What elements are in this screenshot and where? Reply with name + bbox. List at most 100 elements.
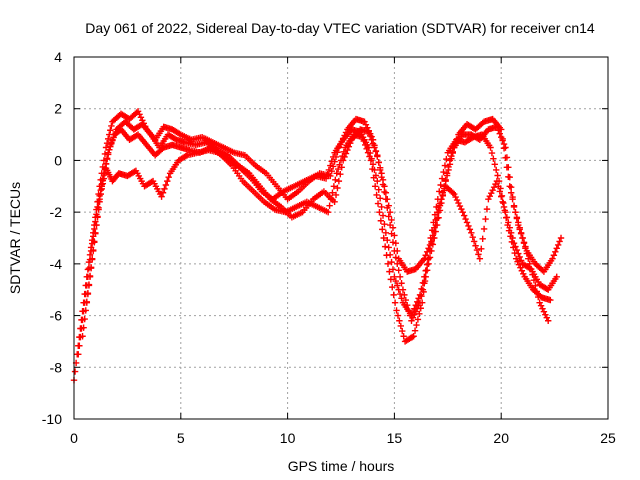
data-point xyxy=(394,260,401,268)
data-point xyxy=(507,189,515,196)
data-point xyxy=(86,273,94,280)
x-tick-label: 20 xyxy=(493,430,509,446)
data-point xyxy=(436,188,443,195)
data-point xyxy=(495,127,502,134)
data-point xyxy=(171,135,179,143)
data-point xyxy=(472,242,479,249)
data-point xyxy=(503,154,511,161)
data-point xyxy=(335,177,343,185)
data-point xyxy=(478,245,485,252)
data-point xyxy=(392,254,400,261)
data-point xyxy=(375,159,382,166)
data-point xyxy=(468,229,475,237)
data-point xyxy=(134,108,142,115)
data-point xyxy=(385,244,392,251)
data-point xyxy=(500,140,508,148)
data-point xyxy=(158,193,165,200)
data-point xyxy=(532,282,539,290)
data-point xyxy=(371,166,378,174)
data-point xyxy=(483,205,491,213)
data-point xyxy=(438,175,446,182)
data-point xyxy=(84,266,92,273)
data-point xyxy=(84,290,92,298)
data-point xyxy=(100,157,108,164)
data-point xyxy=(523,250,531,257)
data-point xyxy=(334,165,342,173)
data-point xyxy=(409,308,417,316)
data-point xyxy=(493,177,501,185)
data-point xyxy=(329,189,336,196)
data-point xyxy=(493,123,501,131)
data-point xyxy=(91,239,98,246)
data-point xyxy=(554,241,562,249)
data-point xyxy=(543,314,550,321)
data-point xyxy=(514,258,521,265)
data-point xyxy=(500,199,507,207)
series-track-2 xyxy=(75,118,560,358)
data-point xyxy=(162,181,170,189)
data-point xyxy=(429,241,437,248)
data-point xyxy=(373,191,380,199)
data-point xyxy=(520,239,528,247)
data-point xyxy=(426,247,434,255)
data-point xyxy=(98,185,105,193)
data-point xyxy=(87,264,95,272)
y-tick-label: 4 xyxy=(54,49,62,65)
data-point xyxy=(499,137,506,144)
series-track-3 xyxy=(79,126,554,345)
data-point xyxy=(496,130,503,137)
data-point xyxy=(424,256,432,263)
data-point xyxy=(110,134,117,141)
data-point xyxy=(379,212,387,219)
data-point xyxy=(458,205,465,213)
data-point xyxy=(377,217,385,224)
y-tick-label: 2 xyxy=(54,101,62,117)
data-point xyxy=(337,171,344,178)
data-point xyxy=(517,257,525,264)
data-point xyxy=(507,183,515,191)
data-point xyxy=(411,305,418,312)
data-point xyxy=(516,253,523,261)
data-point xyxy=(92,218,99,225)
data-point xyxy=(133,132,140,139)
data-point xyxy=(88,256,96,263)
y-axis-label: SDTVAR / TECUs xyxy=(7,182,23,294)
data-point xyxy=(332,191,340,199)
data-point xyxy=(515,250,522,257)
data-point xyxy=(390,291,397,299)
data-point xyxy=(381,243,389,250)
data-point xyxy=(108,122,115,130)
data-point xyxy=(535,293,542,301)
data-point xyxy=(487,144,494,151)
data-point xyxy=(557,234,565,242)
data-point xyxy=(476,255,484,262)
data-point xyxy=(553,273,560,280)
data-point xyxy=(459,208,466,216)
data-point xyxy=(90,247,97,255)
data-point xyxy=(432,228,439,235)
data-point xyxy=(75,351,82,358)
data-point xyxy=(391,247,398,255)
data-point xyxy=(164,177,171,185)
data-point xyxy=(137,114,145,121)
data-point xyxy=(384,204,391,212)
data-point xyxy=(394,282,401,289)
data-point xyxy=(429,232,437,239)
data-point xyxy=(92,230,99,237)
data-point xyxy=(512,208,519,216)
data-point xyxy=(436,200,444,207)
data-point xyxy=(499,198,506,205)
data-point xyxy=(95,204,102,212)
data-point xyxy=(329,153,337,161)
data-point xyxy=(416,310,423,318)
data-point xyxy=(512,243,519,250)
data-point xyxy=(443,172,451,179)
data-point xyxy=(389,239,397,246)
data-point xyxy=(419,279,427,287)
data-point xyxy=(498,192,506,199)
data-point xyxy=(431,224,438,231)
data-point xyxy=(437,181,444,189)
data-point xyxy=(392,277,400,285)
data-point xyxy=(408,312,415,319)
